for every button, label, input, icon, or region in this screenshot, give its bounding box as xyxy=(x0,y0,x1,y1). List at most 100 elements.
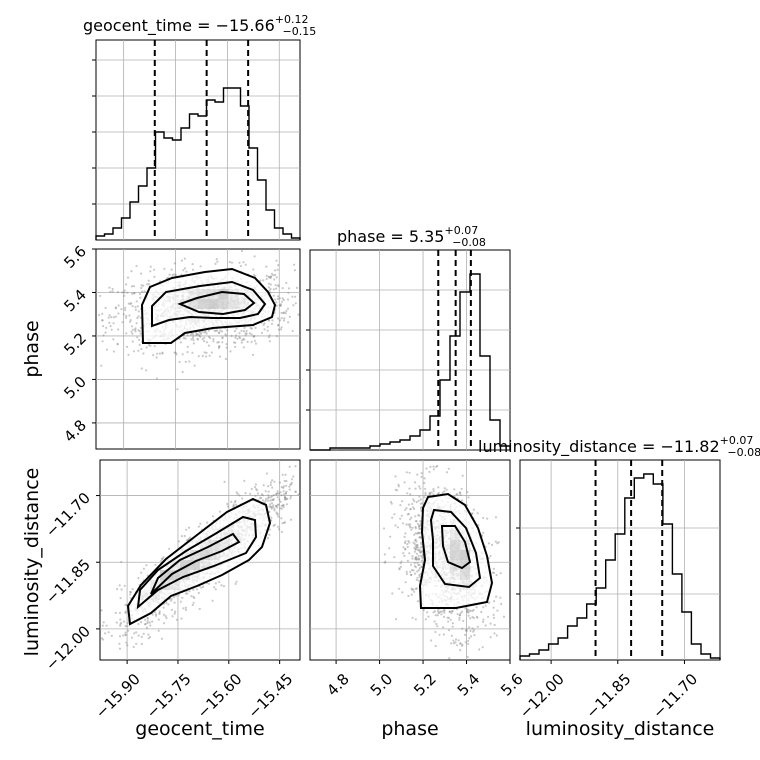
sample-point xyxy=(295,286,298,289)
sample-point xyxy=(235,580,238,583)
sample-point xyxy=(156,352,159,355)
sample-point xyxy=(181,596,184,599)
sample-point xyxy=(201,354,204,358)
sample-point xyxy=(172,596,176,599)
sample-point xyxy=(105,624,108,627)
sample-point xyxy=(207,582,211,585)
sample-point xyxy=(271,486,274,489)
sample-point xyxy=(414,525,417,529)
sample-point xyxy=(127,353,130,356)
sample-point xyxy=(135,322,138,325)
sample-point xyxy=(133,292,136,295)
sample-point xyxy=(197,591,200,595)
sample-point xyxy=(278,297,281,300)
sample-point xyxy=(268,319,271,322)
sample-point xyxy=(419,551,422,554)
sample-point xyxy=(432,465,435,468)
sample-point xyxy=(209,336,212,340)
sample-point xyxy=(102,325,105,328)
sample-point xyxy=(250,333,253,336)
sample-point xyxy=(218,331,221,334)
tick-label: −11.85 xyxy=(42,556,94,608)
sample-point xyxy=(442,626,445,629)
tick-label: 5.6 xyxy=(497,670,527,700)
sample-point xyxy=(155,356,158,359)
sample-point xyxy=(414,618,417,621)
sample-point xyxy=(418,485,421,488)
sample-point xyxy=(244,332,247,335)
sample-point xyxy=(162,556,165,559)
sample-point xyxy=(273,523,276,527)
sample-point xyxy=(128,314,131,317)
sample-point xyxy=(408,541,411,544)
sample-point xyxy=(110,634,113,638)
sample-point xyxy=(495,574,498,577)
sample-point xyxy=(242,338,245,341)
panel-frame xyxy=(519,459,721,661)
sample-point xyxy=(466,491,469,494)
sample-point xyxy=(272,504,275,507)
sample-point xyxy=(255,488,258,491)
sample-point xyxy=(161,352,164,355)
sample-point xyxy=(140,367,143,370)
title-subscript: −0.08 xyxy=(727,446,760,459)
sample-point xyxy=(230,261,234,264)
sample-point xyxy=(458,491,461,494)
tick-label: −15.90 xyxy=(92,670,144,722)
sample-point xyxy=(139,332,142,335)
sample-point xyxy=(234,499,237,503)
sample-point xyxy=(218,510,221,513)
sample-point xyxy=(415,552,418,555)
sample-point xyxy=(486,517,489,520)
sample-point xyxy=(411,557,414,560)
sample-point xyxy=(102,621,105,624)
sample-point xyxy=(133,632,136,635)
sample-point xyxy=(472,508,475,511)
sample-point xyxy=(289,495,293,498)
sample-point xyxy=(383,561,386,564)
title-subscript: −0.08 xyxy=(452,236,486,249)
sample-point xyxy=(291,329,294,332)
sample-point xyxy=(186,351,189,354)
sample-point xyxy=(268,510,271,513)
sample-point xyxy=(487,615,490,619)
sample-point xyxy=(214,329,217,332)
sample-point xyxy=(149,624,152,627)
sample-point xyxy=(101,312,104,315)
sample-point xyxy=(129,590,132,594)
sample-point xyxy=(280,317,283,320)
panel-hist-phase: phase = 5.35+0.07 −0.08 xyxy=(306,224,511,451)
sample-point xyxy=(282,493,286,496)
sample-point xyxy=(266,499,269,502)
sample-point xyxy=(447,620,450,623)
sample-point xyxy=(405,523,408,526)
sample-point xyxy=(391,516,394,519)
sample-point xyxy=(239,264,242,268)
sample-point xyxy=(191,263,194,266)
sample-point xyxy=(267,497,270,500)
sample-point xyxy=(460,644,463,647)
xticks-phase: 4.8 5.0 5.2 5.4 5.6 xyxy=(323,660,527,700)
sample-point xyxy=(177,540,181,543)
sample-point xyxy=(416,473,419,476)
sample-point xyxy=(104,632,107,635)
sample-point xyxy=(261,494,264,497)
sample-point xyxy=(280,517,283,520)
sample-point xyxy=(126,622,129,625)
sample-point xyxy=(246,340,249,343)
sample-point xyxy=(240,249,244,253)
sample-point xyxy=(458,614,461,617)
sample-point xyxy=(273,278,276,281)
sample-point xyxy=(285,498,288,501)
sample-point xyxy=(426,611,429,614)
sample-point xyxy=(430,491,433,494)
sample-point xyxy=(131,340,134,343)
sample-point xyxy=(199,522,202,525)
sample-point xyxy=(281,287,284,290)
sample-point xyxy=(268,289,271,292)
sample-point xyxy=(242,346,245,349)
sample-point xyxy=(443,490,446,493)
sample-point xyxy=(414,548,417,551)
sample-point xyxy=(406,559,409,563)
grid-lines xyxy=(310,250,510,450)
